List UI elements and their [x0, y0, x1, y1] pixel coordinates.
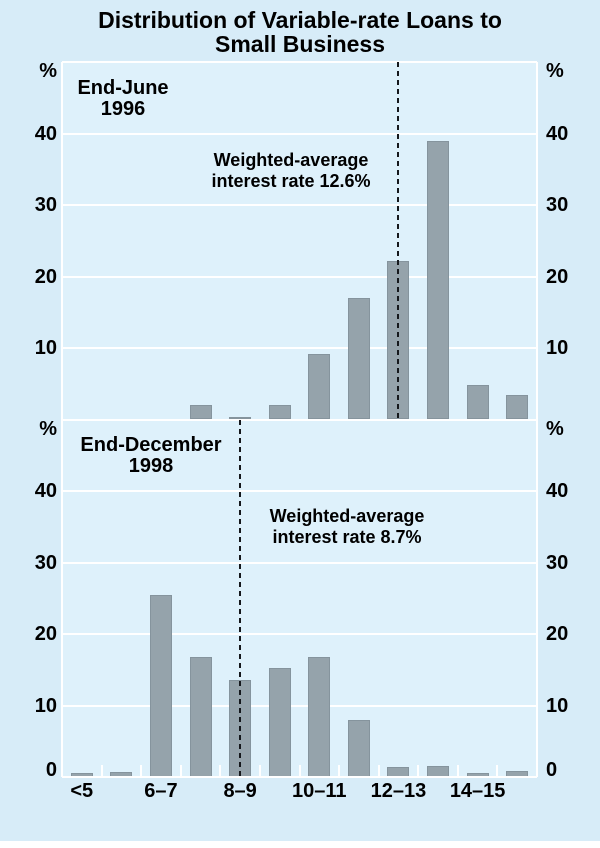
x-axis-tick — [338, 765, 341, 777]
x-axis-tick — [456, 765, 459, 777]
y-axis-label-left: 30 — [34, 551, 57, 574]
chart-title-line1: Distribution of Variable-rate Loans to — [98, 7, 502, 33]
panel-label-line: End-December — [80, 434, 222, 456]
annotation-line: Weighted-average — [269, 506, 425, 526]
panel-label-line: End-June — [77, 77, 169, 99]
y-axis-label-left: 20 — [34, 265, 57, 288]
x-axis-tick — [496, 765, 499, 777]
panel-top-border — [62, 61, 537, 63]
y-axis-label-left: 40 — [34, 480, 57, 502]
bar->15 — [506, 395, 529, 420]
panel-right-border — [536, 419, 538, 777]
weighted-average-dashed-line — [397, 62, 400, 420]
y-axis-label-right: % — [546, 60, 564, 82]
panel-label-line: 1998 — [128, 455, 174, 477]
weighted-average-dashed-line — [239, 419, 242, 777]
x-axis-label: 14–15 — [449, 780, 506, 802]
x-axis-tick — [298, 765, 301, 777]
y-axis-label-left: 20 — [34, 623, 57, 645]
bar-10–11 — [308, 353, 331, 420]
x-axis-tick — [258, 765, 261, 777]
gridline-20 — [62, 275, 537, 278]
x-axis-label: 12–13 — [370, 780, 427, 802]
panel-bottom-border — [62, 776, 537, 778]
x-axis-tick — [377, 765, 380, 777]
weighted-average-annotation: Weighted-average interest rate 12.6% — [211, 150, 370, 192]
panel-top-border — [62, 418, 537, 421]
y-axis-label-left: % — [39, 60, 57, 82]
y-axis-label-right: 30 — [546, 551, 569, 574]
x-axis-tick — [100, 765, 103, 777]
x-axis-tick — [219, 765, 222, 777]
bar-7–8 — [189, 656, 212, 777]
bar-9–10 — [268, 668, 291, 777]
y-axis-label-right: 10 — [546, 694, 569, 717]
plot-area — [62, 62, 537, 420]
y-axis-label-right: % — [546, 417, 564, 440]
plot-area — [62, 419, 537, 777]
y-axis-label-right: 20 — [546, 265, 569, 288]
bar-13–14 — [427, 140, 450, 420]
y-axis-label-left: 30 — [34, 194, 57, 216]
panel-label: End-December 1998 — [80, 435, 221, 477]
page-margin — [0, 841, 600, 848]
chart-title-line2: Small Business — [214, 31, 386, 57]
x-axis-label: 10–11 — [292, 780, 347, 802]
panel-right-border — [536, 62, 538, 420]
gridline-30 — [62, 204, 537, 206]
y-axis-label-left: 0 — [45, 759, 57, 781]
y-axis-label-right: 10 — [546, 337, 569, 359]
y-axis-label-right: 40 — [546, 480, 569, 502]
x-axis-tick — [417, 765, 420, 777]
y-axis-label-left: 10 — [34, 694, 57, 717]
annotation-line: Weighted-average — [213, 150, 369, 170]
gridline-30 — [62, 561, 537, 564]
chart-title: Distribution of Variable-rate Loans to S… — [0, 8, 600, 56]
panel-left-border — [61, 419, 63, 777]
annotation-line: interest rate 12.6% — [211, 171, 371, 191]
bar-11–12 — [347, 719, 370, 777]
gridline-40 — [62, 132, 537, 135]
y-axis-label-left: % — [39, 417, 57, 440]
panel-left-border — [61, 62, 63, 420]
gridline-40 — [62, 490, 537, 492]
x-axis-tick — [140, 765, 143, 777]
panel-label: End-June 1996 — [77, 78, 168, 120]
bar-14–15 — [466, 385, 489, 420]
gridline-20 — [62, 633, 537, 635]
bar-10–11 — [308, 656, 331, 777]
x-axis-tick — [179, 765, 182, 777]
x-axis-label: 6–7 — [144, 780, 178, 802]
y-axis-label-right: 20 — [546, 623, 569, 645]
bar-7–8 — [189, 405, 212, 420]
y-axis-label-right: 40 — [546, 122, 569, 145]
bar-9–10 — [268, 405, 291, 420]
x-axis-label: <5 — [70, 780, 94, 802]
gridline-10 — [62, 704, 537, 707]
bar-11–12 — [347, 297, 370, 420]
bar-6–7 — [149, 594, 172, 777]
y-axis-label-left: 10 — [34, 337, 57, 359]
x-axis-label: 8–9 — [223, 780, 257, 802]
gridline-10 — [62, 347, 537, 349]
annotation-line: interest rate 8.7% — [272, 527, 422, 547]
y-axis-label-right: 30 — [546, 194, 569, 216]
weighted-average-annotation: Weighted-average interest rate 8.7% — [270, 506, 425, 548]
panel-label-line: 1996 — [100, 98, 146, 120]
y-axis-label-left: 40 — [34, 122, 57, 145]
y-axis-label-right: 0 — [546, 759, 558, 781]
